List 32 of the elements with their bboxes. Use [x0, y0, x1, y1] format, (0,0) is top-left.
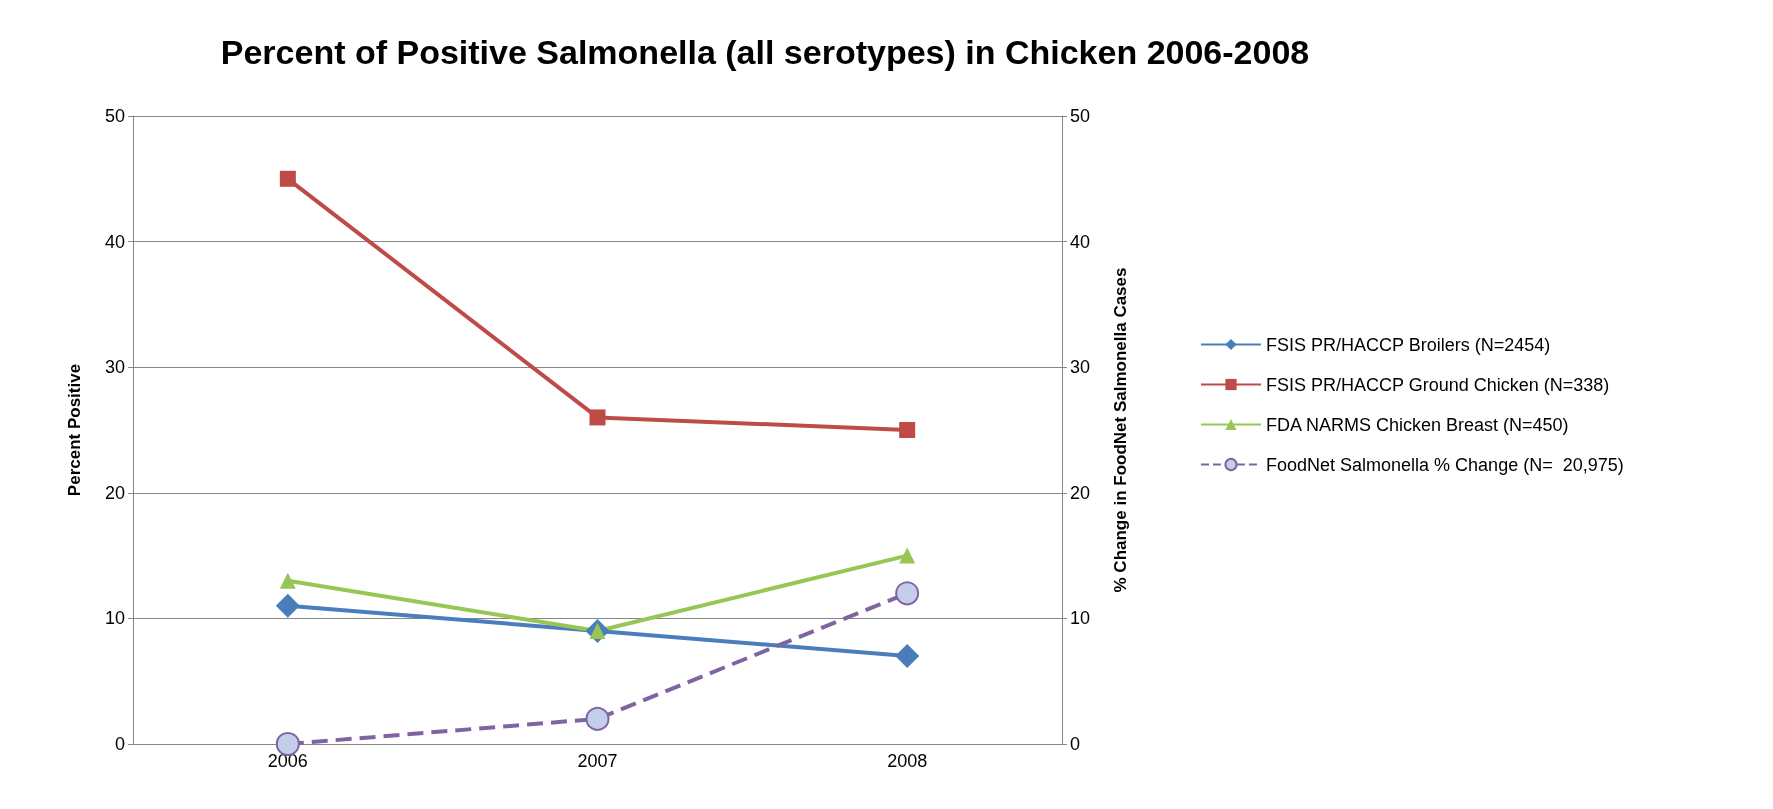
- legend-label: FSIS PR/HACCP Ground Chicken (N=338): [1266, 374, 1610, 395]
- legend-label: FoodNet Salmonella % Change (N= 20,975): [1266, 454, 1624, 475]
- point: [279, 170, 296, 187]
- y2-tick-label: 10: [1070, 608, 1091, 629]
- y2-axis-title: % Change in FoodNet Salmonella Cases: [1111, 267, 1130, 593]
- y2-tick-label: 40: [1070, 231, 1091, 252]
- point: [899, 422, 916, 438]
- point: [585, 706, 610, 731]
- point: [275, 593, 300, 618]
- y-tick-label: 0: [114, 734, 125, 754]
- point: [899, 547, 916, 564]
- chart-title: Percent of Positive Salmonella (all serotypes) in Chicken 2006-2008: [220, 33, 1310, 71]
- legend-label: FDA NARMS Chicken Breast (N=450): [1266, 414, 1569, 435]
- y2-tick-label: 0: [1070, 734, 1081, 754]
- y-tick-label: 40: [104, 231, 125, 252]
- y2-tick-label: 50: [1070, 106, 1091, 126]
- point: [895, 581, 920, 606]
- x-tick-label: 2008: [887, 751, 928, 771]
- point: [275, 732, 300, 756]
- legend-label: FSIS PR/HACCP Broilers (N=2454): [1266, 334, 1551, 355]
- y2-tick-label: 20: [1070, 482, 1091, 503]
- x-tick-label: 2007: [577, 751, 618, 771]
- y-tick-label: 20: [104, 482, 125, 503]
- x-tick-label: 2006: [267, 751, 308, 771]
- y2-tick-label: 30: [1070, 357, 1091, 378]
- point: [895, 644, 920, 669]
- y-tick-label: 10: [104, 608, 125, 629]
- y-axis-title: Percent Positive: [65, 363, 84, 497]
- y-tick-label: 50: [104, 106, 125, 126]
- point: [589, 409, 606, 426]
- y-tick-label: 30: [104, 357, 125, 378]
- point: [279, 572, 296, 589]
